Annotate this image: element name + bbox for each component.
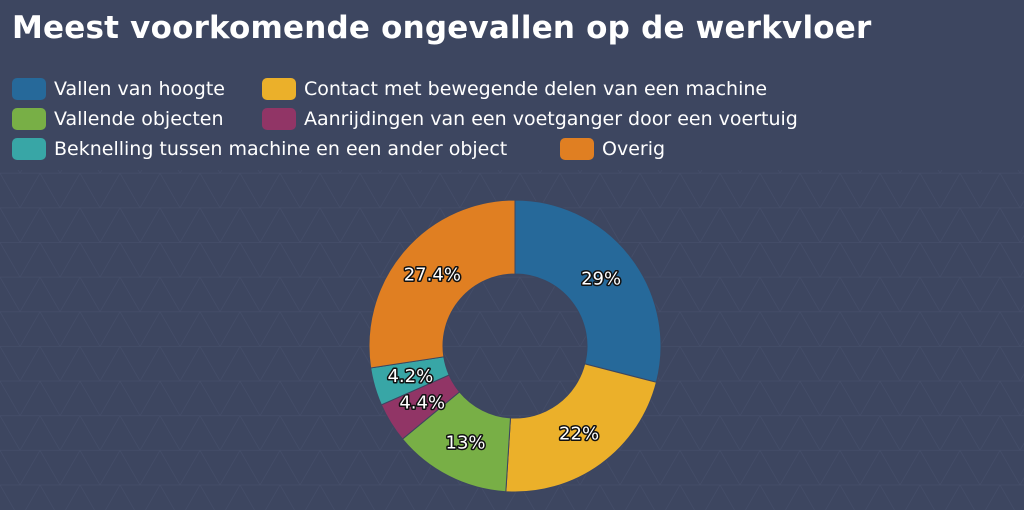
legend-swatch xyxy=(560,138,594,160)
legend-item-beknelling[interactable]: Beknelling tussen machine en een ander o… xyxy=(12,136,507,162)
slice-label: 29% xyxy=(581,269,621,290)
slice-label: 4.2% xyxy=(387,366,433,387)
legend-item-contact-bewegende-delen[interactable]: Contact met bewegende delen van een mach… xyxy=(262,76,767,102)
slice-label: 27.4% xyxy=(404,264,461,285)
legend-swatch xyxy=(12,78,46,100)
slice-label: 13% xyxy=(446,433,486,454)
legend-swatch xyxy=(262,78,296,100)
slice-vallen-van-hoogte[interactable] xyxy=(514,199,662,383)
legend-label: Overig xyxy=(602,138,666,160)
legend-label: Vallende objecten xyxy=(54,108,224,130)
legend-swatch xyxy=(12,108,46,130)
legend-item-vallende-objecten[interactable]: Vallende objecten xyxy=(12,106,224,132)
slice-label: 4.4% xyxy=(399,393,445,414)
legend-item-overig[interactable]: Overig xyxy=(560,136,665,162)
slice-contact-met-bewegende-delen-van-een-machine[interactable] xyxy=(505,363,658,493)
legend-item-vallen-van-hoogte[interactable]: Vallen van hoogte xyxy=(12,76,225,102)
slice-overig[interactable] xyxy=(368,199,516,369)
legend-label: Aanrijdingen van een voetganger door een… xyxy=(304,108,798,130)
legend-label: Contact met bewegende delen van een mach… xyxy=(304,78,768,100)
legend-label: Beknelling tussen machine en een ander o… xyxy=(54,138,508,160)
legend-item-aanrijdingen[interactable]: Aanrijdingen van een voetganger door een… xyxy=(262,106,798,132)
slice-label: 22% xyxy=(559,424,599,445)
legend-swatch xyxy=(12,138,46,160)
legend-swatch xyxy=(262,108,296,130)
legend-label: Vallen van hoogte xyxy=(54,78,225,100)
chart-title: Meest voorkomende ongevallen op de werkv… xyxy=(12,10,872,46)
